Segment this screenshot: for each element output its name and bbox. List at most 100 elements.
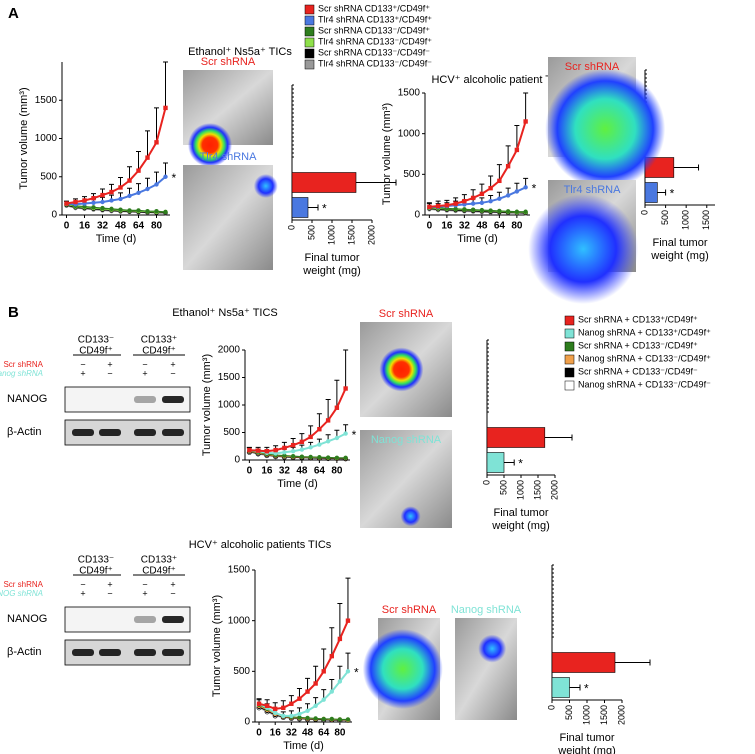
point <box>497 208 502 214</box>
point <box>64 201 69 206</box>
error-bar <box>334 379 340 408</box>
band <box>72 649 94 656</box>
point <box>505 164 511 169</box>
sign: − <box>142 579 147 589</box>
point <box>343 386 348 391</box>
legend-label: Tlr4 shRNA CD133⁺/CD49f⁺ <box>318 14 432 24</box>
point <box>337 679 343 684</box>
x-tick-label: 80 <box>151 221 163 232</box>
lane-header: CD49f⁺ <box>142 566 176 577</box>
x-axis-label: weight (mg) <box>650 250 708 262</box>
x-axis-label: Final tumor <box>493 507 548 519</box>
point <box>435 203 441 209</box>
point <box>497 178 502 184</box>
series-line <box>258 670 349 717</box>
point <box>297 711 302 717</box>
x-tick-label: 80 <box>331 466 343 477</box>
lane-header: CD49f⁺ <box>79 346 113 357</box>
error-bar <box>154 107 159 143</box>
y-tick-label: 1500 <box>398 88 421 99</box>
y-tick-label: 1000 <box>398 128 421 139</box>
point <box>470 201 476 206</box>
y-tick-label: 1500 <box>35 95 58 106</box>
signal <box>478 634 507 663</box>
series-line <box>429 186 527 208</box>
point <box>488 208 493 213</box>
x-tick-label: 1000 <box>326 225 336 245</box>
point <box>337 717 343 722</box>
y-tick-label: 500 <box>40 171 57 182</box>
band <box>134 429 156 436</box>
point <box>505 209 511 214</box>
x-tick-label: 16 <box>441 221 453 232</box>
error-bar <box>145 130 150 158</box>
legend-swatch <box>564 328 575 339</box>
point <box>145 186 150 192</box>
x-axis-label: Time (d) <box>457 233 498 245</box>
band <box>99 429 121 436</box>
x-tick-label: 0 <box>481 480 491 485</box>
error-bar <box>514 125 520 150</box>
error-bar <box>329 627 335 657</box>
y-tick-label: 1000 <box>35 133 58 144</box>
point <box>118 207 123 212</box>
error-bar <box>136 151 141 171</box>
point <box>317 455 322 460</box>
x-tick-label: 1500 <box>532 480 542 500</box>
point <box>334 405 340 410</box>
band <box>134 396 156 403</box>
band <box>134 616 156 623</box>
point <box>317 442 322 447</box>
point <box>281 713 286 719</box>
bar <box>551 652 616 673</box>
point <box>100 205 105 211</box>
error-bar <box>343 349 349 389</box>
point <box>273 447 278 453</box>
point <box>343 455 348 460</box>
x-tick-label: 2000 <box>366 225 376 245</box>
x-tick-label: 80 <box>511 221 523 232</box>
bar <box>644 182 658 203</box>
point <box>127 193 132 199</box>
band <box>162 429 184 436</box>
error-bar <box>316 413 322 430</box>
x-tick-label: 1000 <box>515 480 525 500</box>
point <box>290 453 296 459</box>
x-tick-label: 64 <box>318 728 330 739</box>
sign: − <box>80 359 85 369</box>
lane-header: CD133⁻ <box>78 335 114 346</box>
legend-label: Tlr4 shRNA CD133⁻/CD49f⁻ <box>318 58 432 68</box>
point <box>325 418 331 423</box>
point <box>305 689 310 694</box>
significance: * <box>584 682 589 696</box>
point <box>82 204 87 209</box>
x-tick-label: 0 <box>546 705 556 710</box>
image-caption: Scr shRNA <box>565 61 620 73</box>
x-tick-label: 16 <box>261 466 273 477</box>
x-tick-label: 16 <box>270 728 282 739</box>
x-tick-label: 32 <box>97 221 109 232</box>
band-label: β-Actin <box>7 646 41 658</box>
legend-swatch <box>304 48 315 59</box>
legend-label: Tlr4 shRNA CD133⁻/CD49f⁺ <box>318 36 432 46</box>
point <box>479 207 485 213</box>
error-bar <box>496 164 502 181</box>
point <box>154 182 159 187</box>
point <box>462 207 467 212</box>
lane-header: CD49f⁺ <box>79 566 113 577</box>
y-tick-label: 0 <box>51 210 57 221</box>
point <box>282 453 287 458</box>
point <box>281 705 286 711</box>
sign: − <box>80 579 85 589</box>
y-axis-label: Tumor volume (mm³) <box>381 103 393 205</box>
significance: * <box>532 182 537 196</box>
point <box>453 201 458 206</box>
y-tick-label: 1500 <box>218 372 241 383</box>
row-label: Nanog shRNA <box>0 369 43 378</box>
x-tick-label: 48 <box>296 466 308 477</box>
error-bar <box>163 61 168 108</box>
error-bar <box>544 434 573 441</box>
x-tick-label: 32 <box>279 466 291 477</box>
point <box>100 192 105 198</box>
